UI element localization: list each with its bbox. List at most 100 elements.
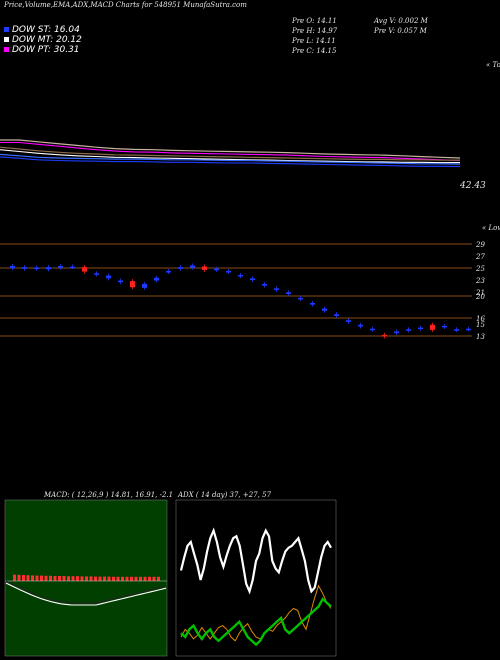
ema-line bbox=[0, 153, 461, 165]
candle bbox=[94, 273, 99, 275]
candle bbox=[106, 275, 111, 279]
candle bbox=[46, 267, 51, 270]
macd-bar bbox=[22, 575, 25, 581]
price-level-label: 20 bbox=[475, 293, 485, 301]
macd-bar bbox=[53, 576, 57, 581]
macd-bar bbox=[116, 576, 120, 581]
price-info-col1: Pre O: 14.11 Pre H: 14.97 Pre L: 14.11 P… bbox=[292, 16, 337, 56]
candle bbox=[466, 328, 471, 331]
pre-high: Pre H: 14.97 bbox=[292, 27, 338, 35]
macd-bar bbox=[125, 576, 129, 581]
candle bbox=[430, 324, 435, 330]
macd-bar bbox=[152, 576, 156, 581]
candle bbox=[202, 266, 207, 270]
candle bbox=[334, 314, 339, 316]
candle bbox=[238, 274, 243, 277]
candle bbox=[190, 265, 195, 268]
macd-bar bbox=[13, 574, 16, 581]
candle bbox=[454, 329, 459, 331]
candle bbox=[226, 271, 231, 273]
macd-bar bbox=[98, 576, 102, 581]
candle bbox=[274, 288, 279, 291]
macd-bar bbox=[157, 576, 160, 581]
ema-right-label: « Topo bbox=[486, 61, 500, 69]
ema-line bbox=[0, 139, 461, 159]
macd-bar bbox=[103, 576, 106, 581]
macd-bar bbox=[143, 576, 147, 581]
candle bbox=[22, 267, 27, 269]
macd-bar bbox=[40, 575, 43, 581]
pre-open: Pre O: 14.11 bbox=[292, 17, 337, 25]
candle bbox=[214, 268, 219, 271]
legend-label: DOW ST: 16.04 bbox=[12, 25, 80, 35]
legend-dow-pt: DOW PT: 30.31 bbox=[4, 45, 80, 55]
pre-volume: Pre V: 0.057 M bbox=[374, 27, 427, 35]
macd-bar bbox=[49, 575, 52, 581]
candle bbox=[130, 281, 135, 288]
candle bbox=[70, 266, 75, 269]
candle bbox=[34, 267, 39, 270]
price-level-label: 25 bbox=[475, 265, 485, 273]
legend-swatch-icon bbox=[4, 27, 9, 32]
ema-last-value: 42.43 bbox=[460, 181, 486, 191]
candle bbox=[286, 292, 291, 294]
candle bbox=[142, 283, 147, 288]
legend-label: DOW PT: 30.31 bbox=[12, 45, 80, 55]
adx-line bbox=[180, 597, 332, 647]
macd-bar bbox=[121, 576, 124, 581]
macd-bar bbox=[71, 576, 75, 581]
candle bbox=[58, 266, 63, 268]
ema-line bbox=[0, 146, 461, 161]
legend-swatch-icon bbox=[4, 37, 9, 42]
pre-low: Pre L: 14.11 bbox=[292, 37, 336, 45]
candle bbox=[406, 329, 411, 331]
macd-bar bbox=[94, 576, 97, 581]
candle bbox=[358, 324, 363, 327]
macd-line bbox=[5, 582, 167, 606]
macd-bar bbox=[139, 576, 142, 581]
candle bbox=[154, 277, 159, 281]
macd-bar bbox=[112, 576, 115, 581]
macd-bar bbox=[62, 576, 66, 581]
price-info-col2: Avg V: 0.002 M Pre V: 0.057 M bbox=[374, 16, 428, 36]
adx-title: ADX ( 14 day) 37, +27, 57 bbox=[178, 491, 272, 499]
macd-bar bbox=[67, 576, 70, 581]
candle bbox=[370, 328, 375, 331]
legend-swatch-icon bbox=[4, 47, 9, 52]
candle bbox=[298, 297, 303, 300]
candle bbox=[442, 325, 447, 328]
candle bbox=[382, 334, 387, 337]
legend-dow-mt: DOW MT: 20.12 bbox=[4, 35, 82, 45]
candle bbox=[262, 283, 267, 286]
page-title: Price,Volume,EMA,ADX,MACD Charts for 548… bbox=[4, 1, 247, 9]
macd-bar bbox=[26, 575, 30, 581]
price-level-label: 27 bbox=[475, 253, 485, 261]
macd-bar bbox=[17, 574, 21, 581]
macd-bar bbox=[80, 576, 84, 581]
macd-bar bbox=[76, 576, 79, 581]
price-level-label: 13 bbox=[476, 333, 485, 341]
price-level-label: 16 bbox=[476, 315, 485, 323]
adx-panel bbox=[175, 499, 337, 657]
candle bbox=[250, 278, 255, 280]
ema-line bbox=[0, 141, 461, 162]
avg-volume: Avg V: 0.002 M bbox=[374, 17, 428, 25]
candle bbox=[10, 266, 15, 269]
pre-close: Pre C: 14.15 bbox=[292, 47, 337, 55]
adx-line bbox=[179, 527, 332, 595]
legend-dow-st: DOW ST: 16.04 bbox=[4, 25, 80, 35]
macd-bar bbox=[58, 576, 61, 581]
ema-line bbox=[0, 149, 461, 164]
candle bbox=[118, 280, 123, 283]
candle bbox=[346, 320, 351, 322]
macd-bar bbox=[44, 575, 48, 581]
candle bbox=[322, 308, 327, 311]
legend-label: DOW MT: 20.12 bbox=[12, 35, 82, 45]
macd-bar bbox=[89, 576, 93, 581]
macd-bar bbox=[134, 576, 138, 581]
macd-bar bbox=[31, 575, 34, 581]
macd-bar bbox=[130, 576, 133, 581]
candle bbox=[394, 331, 399, 334]
price-level-label: 21 bbox=[475, 289, 485, 297]
